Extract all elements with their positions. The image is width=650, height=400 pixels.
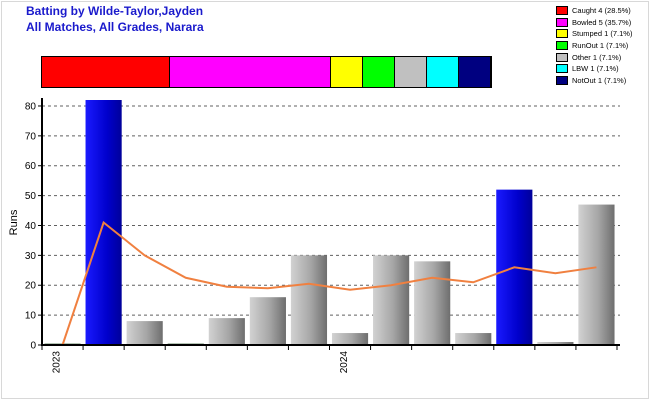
y-tick-label: 80 xyxy=(25,101,37,112)
y-tick-label: 50 xyxy=(25,191,37,202)
y-tick-label: 60 xyxy=(25,161,37,172)
bar xyxy=(208,318,245,345)
distribution-segment xyxy=(458,57,491,87)
legend-swatch xyxy=(556,41,568,51)
bar xyxy=(249,297,286,345)
distribution-segment xyxy=(394,57,427,87)
distribution-segment xyxy=(426,57,459,87)
legend-swatch xyxy=(556,6,568,16)
legend-swatch xyxy=(556,64,568,74)
legend-swatch xyxy=(556,17,568,27)
legend-label: Other 1 (7.1%) xyxy=(572,52,622,62)
distribution-segment xyxy=(42,57,171,87)
y-tick-label: 10 xyxy=(25,311,37,322)
legend-swatch xyxy=(556,75,568,85)
chart-title: Batting by Wilde-Taylor,Jayden xyxy=(26,4,204,18)
legend-item: Caught 4 (28.5%) xyxy=(556,5,650,17)
bar xyxy=(578,204,615,345)
bar xyxy=(126,321,163,345)
dismissal-distribution-bar xyxy=(41,56,492,88)
legend-item: Stumped 1 (7.1%) xyxy=(556,28,650,40)
legend-item: RunOut 1 (7.1%) xyxy=(556,40,650,52)
average-line xyxy=(61,220,597,346)
distribution-segment xyxy=(170,57,331,87)
bar xyxy=(455,333,492,345)
bar xyxy=(331,333,369,345)
distribution-segment xyxy=(330,57,363,87)
y-tick-label: 20 xyxy=(25,281,37,292)
legend-swatch xyxy=(556,52,568,62)
legend-label: LBW 1 (7.1%) xyxy=(572,64,619,74)
legend-label: Stumped 1 (7.1%) xyxy=(572,29,633,39)
legend-label: NotOut 1 (7.1%) xyxy=(572,75,627,85)
legend-label: RunOut 1 (7.1%) xyxy=(572,41,629,51)
y-axis-label: Runs xyxy=(8,209,20,235)
bar xyxy=(290,255,328,345)
legend-label: Caught 4 (28.5%) xyxy=(572,6,631,16)
legend-item: Other 1 (7.1%) xyxy=(556,51,650,63)
legend: Caught 4 (28.5%) Bowled 5 (35.7%) Stumped … xyxy=(556,5,650,86)
legend-swatch xyxy=(556,29,568,39)
legend-item: Bowled 5 (35.7%) xyxy=(556,17,650,29)
legend-label: Bowled 5 (35.7%) xyxy=(572,17,632,27)
bar xyxy=(373,255,410,345)
y-tick-label: 70 xyxy=(25,131,37,142)
y-tick-label: 40 xyxy=(25,221,37,232)
y-tick-label: 0 xyxy=(30,341,36,352)
x-tick-label: 2024 xyxy=(339,351,350,374)
distribution-segment xyxy=(362,57,395,87)
bar xyxy=(537,342,574,345)
x-tick-label: 2023 xyxy=(52,351,63,374)
chart-subtitle: All Matches, All Grades, Narara xyxy=(26,20,204,34)
legend-item: LBW 1 (7.1%) xyxy=(556,63,650,75)
y-tick-label: 30 xyxy=(25,251,37,262)
legend-item: NotOut 1 (7.1%) xyxy=(556,75,650,87)
bar xyxy=(414,261,451,345)
